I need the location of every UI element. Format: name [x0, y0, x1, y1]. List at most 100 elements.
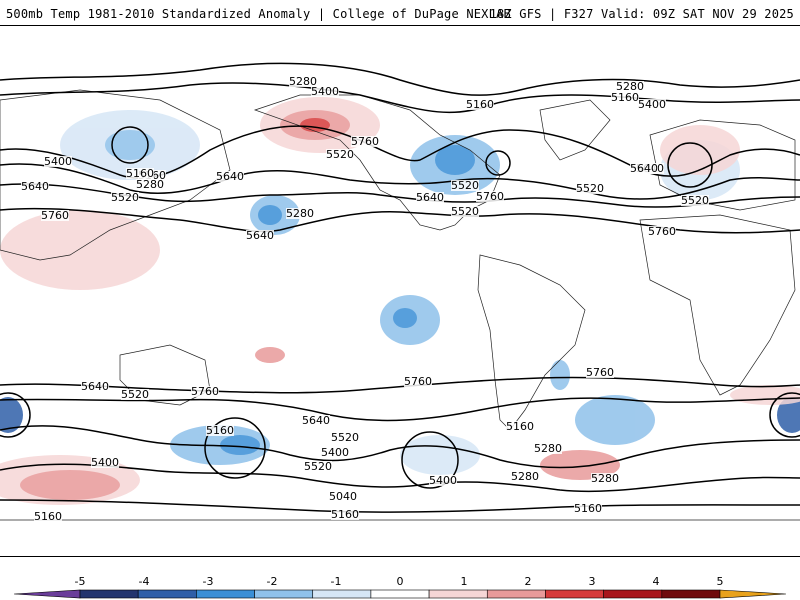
contour-label-bg [326, 149, 354, 160]
contour-label: 5640 [81, 380, 109, 393]
contour-label: 5640 [630, 162, 658, 175]
contour-label-bg [41, 210, 69, 221]
contour-label-bg [451, 206, 479, 217]
contour-label-bg [111, 192, 139, 203]
contour-label-bg [91, 457, 119, 468]
contour-line [0, 207, 800, 234]
anomaly-blob [105, 130, 155, 160]
contour-label: 5400 [91, 456, 119, 469]
contour-line [0, 82, 800, 114]
contour-label: 5640 [416, 191, 444, 204]
anomaly-blob [393, 308, 417, 328]
colorbar-segment [719, 589, 787, 599]
contour-label-bg [586, 367, 614, 378]
contour-label: 5280 [616, 80, 644, 93]
contour-label-bg [321, 447, 349, 458]
contour-label-bg [451, 180, 479, 191]
contour-label: 5520 [304, 460, 332, 473]
contour-label-bg [616, 81, 644, 92]
europe-outline [649, 119, 796, 211]
anomaly-blob [575, 395, 655, 445]
contour-line [0, 62, 800, 96]
closed-low-contour [485, 150, 511, 176]
colorbar-tick-label: 1 [461, 575, 468, 588]
contour-label-bg [611, 92, 639, 103]
contour-label-bg [351, 136, 379, 147]
contour-label-bg [304, 461, 332, 472]
contour-label: 5280 [511, 470, 539, 483]
colorbar-tick-label: -5 [75, 575, 86, 588]
colorbar-segment [661, 589, 721, 599]
closed-low-contour [111, 126, 149, 164]
contour-line [0, 499, 800, 513]
contour-label-bg [311, 86, 339, 97]
colorbar-tick-label: -4 [139, 575, 150, 588]
anomaly-blob [400, 435, 480, 475]
anomaly-blob [255, 347, 285, 363]
contour-label-bg [191, 386, 219, 397]
contour-label: 5640 [302, 414, 330, 427]
colorbar-tick-label: 0 [397, 575, 404, 588]
colorbar-segment [486, 589, 546, 599]
contour-label-bg [476, 191, 504, 202]
contour-label: 5280 [591, 472, 619, 485]
contour-label-bg [466, 99, 494, 110]
asia-outline [0, 89, 231, 261]
colorbar-segment [545, 589, 604, 599]
contour-label: 5160 [126, 167, 154, 180]
colorbar-segment [254, 589, 314, 599]
anomaly-blob [20, 470, 120, 500]
contour-label-bg [534, 443, 562, 454]
closed-low-contour [204, 417, 266, 479]
anomaly-blob [435, 145, 475, 175]
colorbar-segment [428, 589, 488, 599]
contour-label-bg [126, 168, 154, 179]
contour-label: 5280 [534, 442, 562, 455]
contour-label-bg [44, 156, 72, 167]
africa-outline [639, 214, 796, 396]
contour-label: 5160 [506, 420, 534, 433]
contour-label: 5160 [466, 98, 494, 111]
contour-label-bg [648, 226, 676, 237]
closed-low-contour [667, 142, 713, 188]
contour-label-bg [206, 425, 234, 436]
contour-label-bg [630, 163, 658, 174]
contour-label-bg [302, 415, 330, 426]
contour-line [0, 463, 800, 493]
contour-label: 5400 [638, 98, 666, 111]
contour-label: 5520 [576, 182, 604, 195]
contour-label: 5760 [351, 135, 379, 148]
contour-label: 5280 [286, 207, 314, 220]
contour-label-bg [331, 509, 359, 520]
australia-outline [119, 344, 211, 406]
contour-label-bg [638, 99, 666, 110]
colorbar: -5 -4 -3 -2 -1 0 1 2 3 4 5 [13, 575, 787, 599]
closed-low-contour [0, 392, 31, 438]
colorbar-tick-label: -2 [267, 575, 278, 588]
contour-label-bg [34, 511, 62, 522]
colorbar-tick-label: 3 [589, 575, 596, 588]
contour-label: 5280 [289, 75, 317, 88]
contour-label-bg [121, 389, 149, 400]
contour-label-bg [289, 76, 317, 87]
anomaly-blob [258, 205, 282, 225]
contour-label-bg [81, 381, 109, 392]
anomaly-blob [0, 210, 160, 290]
contour-label: 5520 [451, 179, 479, 192]
contour-label: 5160 [34, 510, 62, 523]
contour-label: 5280 [136, 178, 164, 191]
anomaly-blob [660, 125, 740, 175]
contour-label: 5520 [331, 431, 359, 444]
contour-label: 5520 [111, 191, 139, 204]
contour-label: 5760 [586, 366, 614, 379]
anomaly-blob [0, 397, 23, 433]
contour-label-bg [591, 473, 619, 484]
greenland-outline [539, 99, 611, 161]
contour-label-bg [574, 503, 602, 514]
closed-low-contour [401, 431, 459, 489]
contour-label-bg [681, 195, 709, 206]
contour-label-bg [329, 491, 357, 502]
contour-label: 5040 [329, 490, 357, 503]
contour-label-bg [511, 471, 539, 482]
